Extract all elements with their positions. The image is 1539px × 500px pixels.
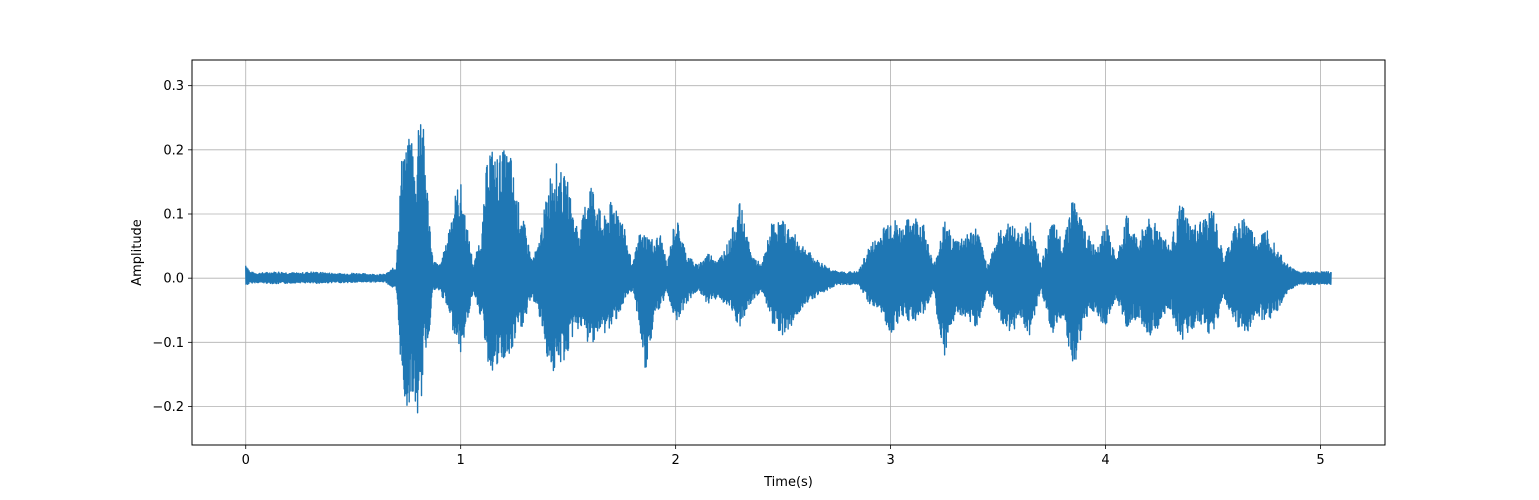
y-tick-label: −0.2 <box>152 400 184 415</box>
plot-frame <box>191 59 1386 446</box>
y-axis-ticks: −0.2 −0.1 0.0 0.1 0.2 0.3 <box>152 79 192 415</box>
y-tick-label: 0.0 <box>163 272 184 287</box>
y-tick-label: 0.1 <box>163 208 184 223</box>
x-axis-label: Time(s) <box>763 475 813 490</box>
x-tick-label: 3 <box>886 453 894 468</box>
y-axis-label: Amplitude <box>130 219 145 286</box>
x-axis-ticks: 0 1 2 3 4 5 <box>242 445 1325 468</box>
y-tick-label: 0.3 <box>163 79 184 94</box>
waveform-line <box>245 124 1332 414</box>
x-tick-label: 4 <box>1101 453 1109 468</box>
x-tick-label: 2 <box>672 453 680 468</box>
y-tick-label: 0.2 <box>163 143 184 158</box>
y-tick-label: −0.1 <box>152 336 184 351</box>
x-tick-label: 5 <box>1316 453 1324 468</box>
x-tick-label: 0 <box>242 453 250 468</box>
x-tick-label: 1 <box>457 453 465 468</box>
